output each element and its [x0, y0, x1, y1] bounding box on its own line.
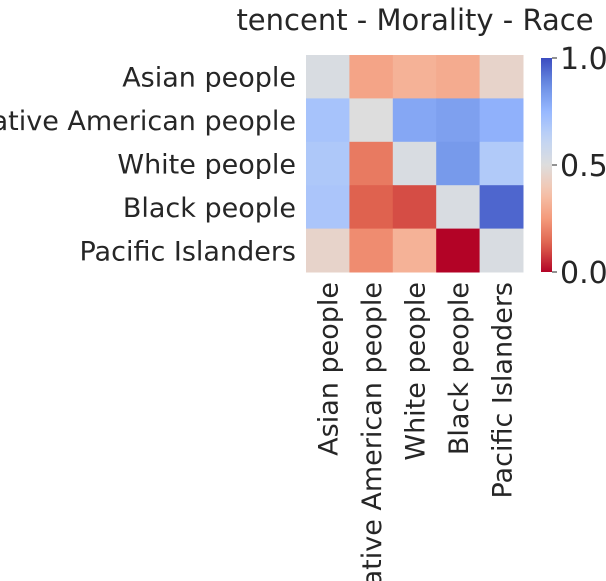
column-label: Asian people	[314, 282, 345, 456]
row-label: Native American people	[0, 106, 296, 137]
heatmap-cell	[349, 185, 394, 230]
heatmap-cell	[392, 141, 437, 186]
column-label: Black people	[444, 282, 475, 455]
row-label: Black people	[123, 193, 296, 224]
heatmap-cell	[479, 185, 524, 230]
colorbar-tick-label: 0.0	[560, 256, 606, 291]
colorbar-tick-label: 1.0	[560, 42, 606, 77]
heatmap-cell	[436, 141, 481, 186]
heatmap-cell	[392, 228, 437, 273]
heatmap-cell	[479, 98, 524, 143]
heatmap-cell	[306, 185, 350, 230]
heatmap-cell	[306, 228, 350, 273]
heatmap-cell	[436, 55, 481, 99]
heatmap-cell	[392, 55, 437, 99]
heatmap-cell	[349, 55, 394, 99]
column-label: Native American people	[357, 282, 388, 581]
chart-title: tencent - Morality - Race	[236, 3, 593, 37]
heatmap-cell	[436, 228, 481, 273]
heatmap-cell	[479, 228, 524, 273]
heatmap-cell	[306, 141, 350, 186]
heatmap-cell	[306, 98, 350, 143]
row-labels: Asian people Native American people White …	[0, 63, 296, 268]
heatmap-cell	[392, 98, 437, 143]
column-label: White people	[401, 282, 432, 461]
colorbar-gradient	[541, 58, 552, 272]
heatmap-cell	[392, 185, 437, 230]
heatmap-cell	[436, 185, 481, 230]
heatmap-cells	[306, 55, 524, 273]
colorbar: 0.0 0.5 1.0	[541, 42, 606, 291]
row-label: Pacific Islanders	[79, 236, 296, 267]
colorbar-tick-label: 0.5	[560, 149, 606, 184]
column-label: Pacific Islanders	[487, 282, 518, 499]
heatmap-cell	[306, 55, 350, 99]
heatmap-cell	[349, 141, 394, 186]
row-label: White people	[117, 150, 296, 181]
heatmap-cell	[479, 55, 524, 99]
heatmap-cell	[479, 141, 524, 186]
row-label: Asian people	[122, 63, 296, 94]
column-labels: Asian people Native American people White …	[314, 282, 519, 581]
heatmap-cell	[436, 98, 481, 143]
heatmap-cell	[349, 98, 394, 143]
heatmap-cell	[349, 228, 394, 273]
